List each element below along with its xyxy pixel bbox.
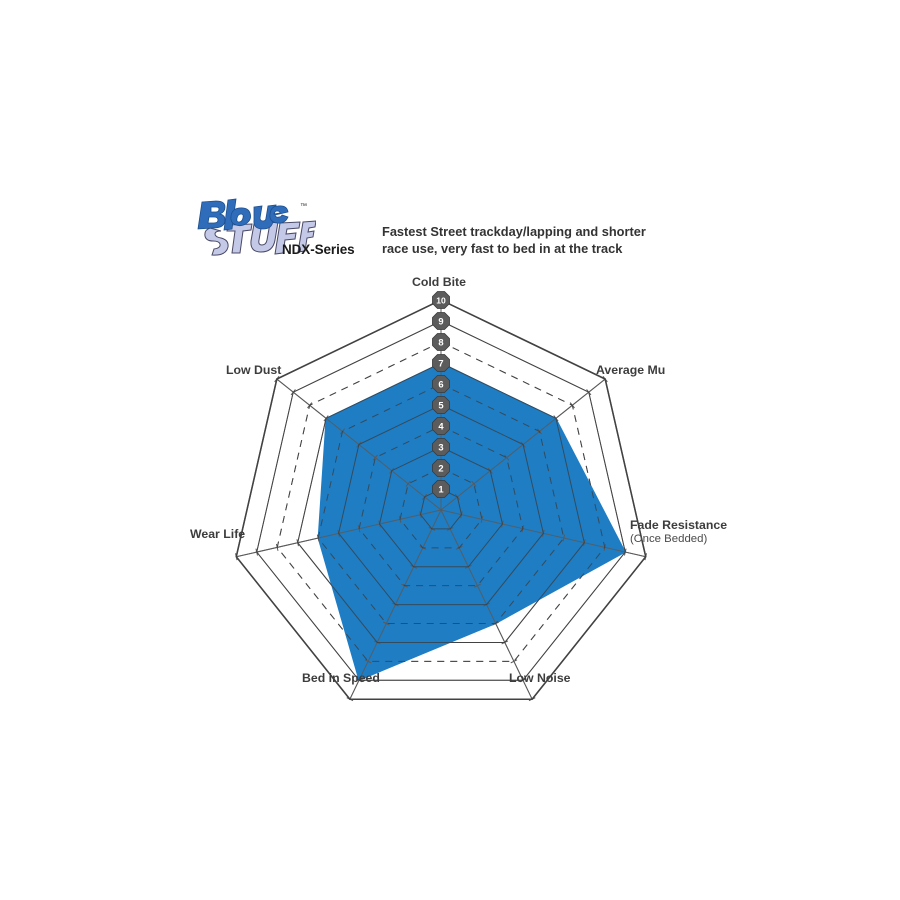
- radar-ring-overlay-7: [297, 362, 585, 643]
- scale-marker-label-8: 8: [438, 337, 443, 348]
- axis-label-fade-resistance-sub: (Once Bedded): [630, 533, 708, 545]
- radar-spoke-tick: [372, 454, 378, 461]
- tagline-line-2: race use, very fast to bed in at the tra…: [382, 241, 623, 256]
- scale-marker-1: [432, 480, 450, 498]
- radar-scale-markers: 10 9 8 7 6 5 4 3 2 1: [432, 291, 450, 498]
- radar-spoke-tick: [562, 534, 566, 542]
- radar-spoke-tick: [382, 621, 390, 626]
- tagline: Fastest Street trackday/lapping and shor…: [382, 223, 646, 257]
- radar-ring-overlay-10: [235, 299, 647, 700]
- scale-marker-9: [432, 312, 450, 330]
- scale-marker-label-4: 4: [438, 421, 444, 432]
- radar-ring-overlay-3: [379, 446, 503, 568]
- radar-spoke-tick: [405, 480, 411, 487]
- radar-spoke-tick: [504, 454, 510, 461]
- scale-marker-7: [432, 354, 450, 372]
- series-name: NDX-Series: [282, 242, 355, 257]
- radar-spoke-tick: [364, 659, 372, 664]
- bluestuff-logo: ™: [196, 198, 316, 260]
- radar-series-polygon: [317, 362, 626, 681]
- axis-label-wear-life: Wear Life: [190, 527, 246, 541]
- chart-header: ™ NDX-Series Fastest Street trackday/lap…: [196, 198, 666, 270]
- radar-ring-overlay-2: [399, 467, 483, 549]
- radar-ring-overlay-1: [419, 488, 463, 530]
- scale-marker-label-6: 6: [438, 379, 443, 390]
- radar-ring-overlay-9: [256, 320, 626, 681]
- scale-marker-5: [432, 396, 450, 414]
- radar-ring-overlay-5: [338, 404, 544, 606]
- scale-marker-3: [432, 438, 450, 456]
- scale-marker-label-2: 2: [438, 463, 443, 474]
- scale-marker-label-5: 5: [438, 400, 443, 411]
- radar-spoke-tick: [471, 480, 477, 487]
- scale-marker-label-7: 7: [438, 358, 443, 369]
- radar-ring-overlay-8: [276, 341, 606, 662]
- axis-label-low-noise: Low Noise: [509, 671, 571, 685]
- radar-series-ndx: [317, 362, 626, 681]
- axis-label-bed-in-speed: Bed in Speed: [302, 671, 380, 685]
- scale-marker-4: [432, 417, 450, 435]
- scale-marker-label-9: 9: [438, 316, 443, 327]
- radar-ring-overlay-6: [317, 383, 565, 625]
- scale-marker-2: [432, 459, 450, 477]
- scale-marker-8: [432, 333, 450, 351]
- axis-label-cold-bite: Cold Bite: [412, 275, 466, 289]
- trademark-symbol: ™: [300, 203, 307, 210]
- scale-marker-label-1: 1: [438, 484, 443, 495]
- axis-label-fade-resistance-main: Fade Resistance: [630, 518, 728, 532]
- radar-spoke-tick: [474, 583, 481, 588]
- axis-label-average-mu: Average Mu: [596, 363, 666, 377]
- radar-spokes-overlay: [235, 299, 647, 702]
- scale-marker-10: [432, 291, 450, 309]
- tagline-line-1: Fastest Street trackday/lapping and shor…: [382, 224, 646, 239]
- scale-marker-label-3: 3: [438, 442, 443, 453]
- axis-label-fade-resistance: Fade Resistance (Once Bedded): [630, 518, 727, 546]
- scale-marker-6: [432, 375, 450, 393]
- axis-label-low-dust: Low Dust: [226, 363, 282, 377]
- radar-spoke-tick: [510, 659, 518, 664]
- radar-spoke-tick: [480, 515, 484, 523]
- scale-marker-label-10: 10: [436, 296, 446, 306]
